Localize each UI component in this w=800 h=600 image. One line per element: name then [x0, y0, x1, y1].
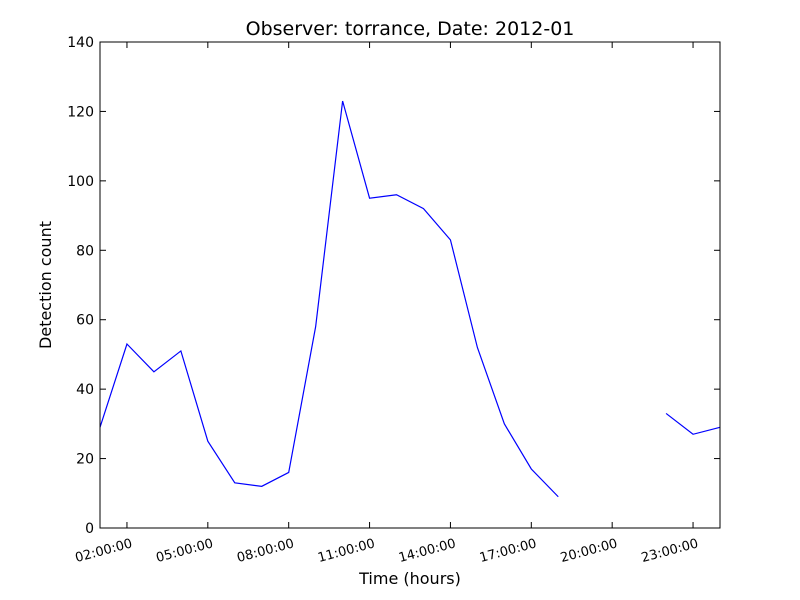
y-tick-label: 60	[76, 313, 94, 329]
y-tick-label: 40	[76, 382, 94, 398]
x-tick-label: 23:00:00	[640, 536, 700, 566]
x-tick-label: 08:00:00	[235, 536, 295, 566]
axes-frame	[99, 41, 721, 529]
y-tick-label: 20	[76, 452, 94, 468]
y-tick-label: 120	[67, 104, 94, 120]
chart-title: Observer: torrance, Date: 2012-01	[246, 18, 575, 40]
series-line	[665, 412, 721, 435]
x-tick-label: 05:00:00	[155, 536, 215, 566]
y-tick-label: 0	[85, 521, 94, 537]
x-axis: 02:00:00 05:00:00 08:00:00 11:00:00 14:00:00…	[74, 42, 700, 566]
x-tick-label: 02:00:00	[74, 536, 134, 566]
x-axis-label: Time (hours)	[358, 569, 461, 588]
y-tick-label: 80	[76, 243, 94, 259]
plot-area	[99, 100, 721, 498]
x-tick-label: 14:00:00	[397, 536, 457, 566]
series-line	[99, 100, 559, 498]
y-axis: 0 20 40 60 80 100 120 140	[67, 35, 720, 537]
x-tick-label: 17:00:00	[478, 536, 538, 566]
x-tick-label: 11:00:00	[316, 536, 376, 566]
y-tick-label: 140	[67, 35, 94, 51]
x-tick-label: 20:00:00	[559, 536, 619, 566]
y-axis-label: Detection count	[36, 221, 55, 349]
y-tick-label: 100	[67, 174, 94, 190]
